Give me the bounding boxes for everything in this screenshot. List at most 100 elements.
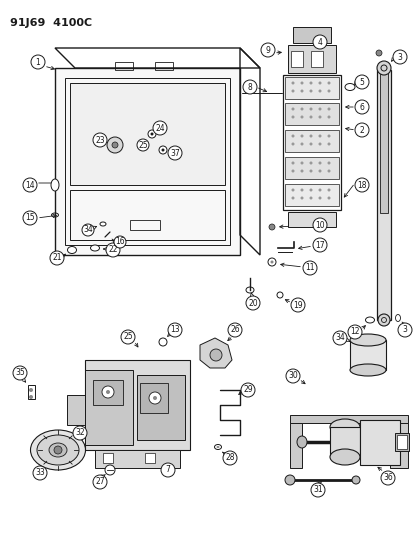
Ellipse shape xyxy=(90,245,99,251)
Circle shape xyxy=(300,108,303,110)
Circle shape xyxy=(354,75,368,89)
Bar xyxy=(67,395,85,425)
Circle shape xyxy=(318,116,321,118)
Text: 34: 34 xyxy=(83,225,93,235)
Bar xyxy=(396,435,406,449)
Circle shape xyxy=(300,134,303,138)
Circle shape xyxy=(327,134,330,138)
Polygon shape xyxy=(199,338,231,368)
Circle shape xyxy=(291,108,294,110)
Text: 2: 2 xyxy=(359,125,363,134)
Circle shape xyxy=(93,133,107,147)
Circle shape xyxy=(276,292,282,298)
Circle shape xyxy=(291,134,294,138)
Circle shape xyxy=(300,142,303,146)
Ellipse shape xyxy=(349,334,385,346)
Text: 37: 37 xyxy=(170,149,179,157)
Circle shape xyxy=(377,314,389,326)
Circle shape xyxy=(318,134,321,138)
Text: 29: 29 xyxy=(242,385,252,394)
Text: 35: 35 xyxy=(15,368,25,377)
Bar xyxy=(359,420,399,465)
Text: 18: 18 xyxy=(356,181,366,190)
Circle shape xyxy=(327,161,330,165)
Circle shape xyxy=(31,55,45,69)
Text: 11: 11 xyxy=(304,263,314,272)
Circle shape xyxy=(260,43,274,57)
Bar xyxy=(284,157,338,179)
Bar xyxy=(349,340,385,370)
Circle shape xyxy=(392,50,406,64)
Text: 23: 23 xyxy=(95,135,104,144)
Text: 27: 27 xyxy=(95,478,104,487)
Circle shape xyxy=(309,116,312,118)
Ellipse shape xyxy=(100,222,106,226)
Circle shape xyxy=(327,169,330,173)
Text: 7: 7 xyxy=(165,465,170,474)
Circle shape xyxy=(309,161,312,165)
Text: 24: 24 xyxy=(155,124,164,133)
Bar xyxy=(284,184,338,206)
Circle shape xyxy=(327,108,330,110)
Bar xyxy=(85,360,190,450)
Text: 36: 36 xyxy=(382,473,392,482)
Circle shape xyxy=(376,61,390,75)
Bar xyxy=(140,383,168,413)
Circle shape xyxy=(300,197,303,199)
Circle shape xyxy=(397,323,411,337)
Circle shape xyxy=(309,90,312,93)
Text: 3: 3 xyxy=(396,52,401,61)
Text: 15: 15 xyxy=(25,214,35,222)
Circle shape xyxy=(168,146,182,160)
Ellipse shape xyxy=(51,179,59,191)
Text: 91J69  4100C: 91J69 4100C xyxy=(10,18,92,28)
Bar xyxy=(376,70,390,320)
Bar xyxy=(103,453,113,463)
Circle shape xyxy=(161,149,164,151)
Circle shape xyxy=(302,261,316,275)
Circle shape xyxy=(300,116,303,118)
Ellipse shape xyxy=(67,246,76,254)
Text: 30: 30 xyxy=(287,372,297,381)
Bar xyxy=(289,423,301,468)
Bar xyxy=(284,77,338,99)
Bar xyxy=(389,423,407,468)
Circle shape xyxy=(327,142,330,146)
Text: 26: 26 xyxy=(230,326,239,335)
Text: 22: 22 xyxy=(108,246,117,254)
Bar xyxy=(290,51,302,67)
Text: 10: 10 xyxy=(314,221,324,230)
Circle shape xyxy=(106,390,110,394)
Circle shape xyxy=(50,251,64,265)
Text: 20: 20 xyxy=(247,298,257,308)
Text: 34: 34 xyxy=(334,334,344,343)
Circle shape xyxy=(354,100,368,114)
Circle shape xyxy=(318,197,321,199)
Circle shape xyxy=(153,396,157,400)
Circle shape xyxy=(209,349,221,361)
Text: 33: 33 xyxy=(35,469,45,478)
Circle shape xyxy=(354,123,368,137)
Bar xyxy=(115,62,133,70)
Ellipse shape xyxy=(284,475,294,485)
Ellipse shape xyxy=(349,364,385,376)
Bar xyxy=(394,433,408,451)
Bar xyxy=(329,427,359,457)
Bar xyxy=(93,380,123,405)
Circle shape xyxy=(93,475,107,489)
Bar xyxy=(85,370,133,445)
Circle shape xyxy=(291,116,294,118)
Bar xyxy=(310,51,322,67)
Ellipse shape xyxy=(296,436,306,448)
Text: 21: 21 xyxy=(52,254,62,262)
Text: 3: 3 xyxy=(401,326,406,335)
Circle shape xyxy=(309,82,312,85)
Ellipse shape xyxy=(344,84,354,91)
Text: 13: 13 xyxy=(170,326,179,335)
Text: 6: 6 xyxy=(359,102,363,111)
Circle shape xyxy=(82,224,94,236)
Circle shape xyxy=(309,134,312,138)
Bar xyxy=(282,75,340,210)
Circle shape xyxy=(159,338,166,346)
Text: 17: 17 xyxy=(314,240,324,249)
